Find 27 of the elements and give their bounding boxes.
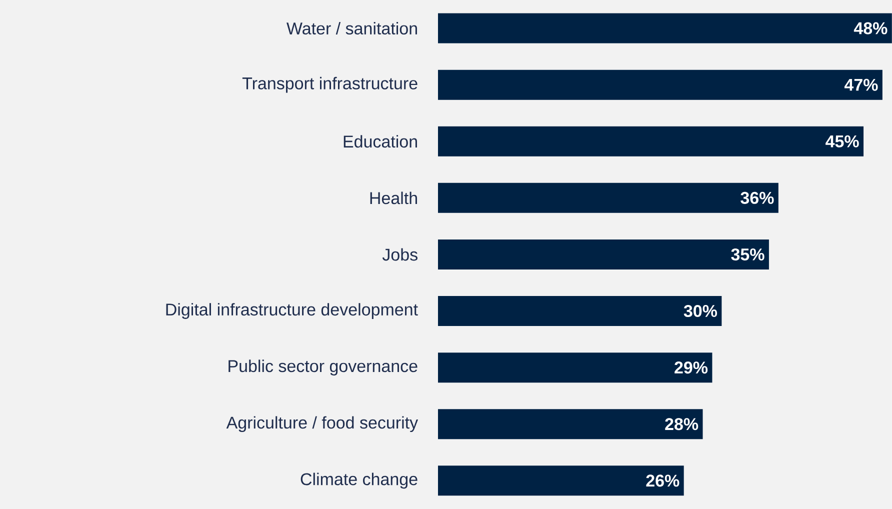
y-tick-label: Health bbox=[370, 192, 417, 204]
data-label: 36% bbox=[740, 192, 774, 204]
bar bbox=[438, 352, 712, 383]
bar bbox=[438, 409, 703, 440]
y-tick-label: Public sector governance bbox=[228, 360, 418, 376]
data-label: 35% bbox=[731, 248, 764, 261]
bar bbox=[438, 240, 769, 270]
y-tick-label: Education bbox=[344, 135, 417, 148]
bar bbox=[438, 182, 778, 213]
data-label: 48% bbox=[854, 22, 888, 34]
bar bbox=[438, 126, 864, 156]
y-tick-label: Transport infrastructure bbox=[242, 76, 418, 93]
data-label: 45% bbox=[826, 135, 859, 148]
y-tick-label: Digital infrastructure development bbox=[166, 303, 418, 319]
y-tick-label: Climate change bbox=[300, 472, 418, 489]
data-label: 29% bbox=[674, 362, 708, 374]
y-tick-label: Jobs bbox=[382, 248, 418, 261]
y-tick-label: Water / sanitation bbox=[286, 22, 417, 35]
data-label: 30% bbox=[684, 305, 718, 318]
bar bbox=[438, 13, 892, 44]
data-label: 26% bbox=[646, 474, 680, 487]
data-label: 47% bbox=[844, 78, 878, 91]
bar bbox=[438, 296, 722, 326]
bar bbox=[438, 70, 882, 100]
bar bbox=[438, 466, 684, 496]
data-label: 28% bbox=[665, 418, 698, 430]
y-tick-label: Agriculture / food security bbox=[226, 416, 418, 432]
